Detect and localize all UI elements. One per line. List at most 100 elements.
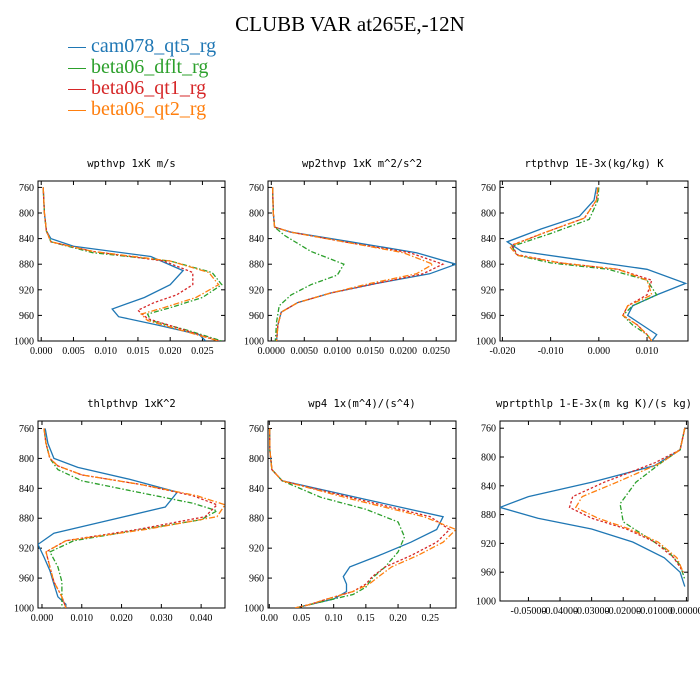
series-line: [43, 428, 219, 608]
x-tick-label: 0.0100: [324, 346, 352, 357]
legend-label: beta06_dflt_rg: [91, 56, 209, 78]
y-tick-label: 920: [249, 285, 264, 296]
x-tick-label: -0.04000: [542, 606, 578, 617]
y-tick-label: 840: [249, 234, 264, 245]
series-line: [271, 187, 445, 341]
x-tick-label: 0.0250: [422, 346, 450, 357]
x-tick-label: 0.25: [421, 613, 439, 624]
y-tick-label: 760: [249, 183, 264, 194]
x-tick-label: 0.020: [159, 346, 182, 357]
legend-item: beta06_dflt_rg: [68, 57, 216, 78]
y-tick-label: 800: [249, 454, 264, 465]
y-tick-label: 840: [481, 234, 496, 245]
x-tick-label: -0.05000: [511, 606, 547, 617]
series-line: [43, 428, 219, 608]
x-tick-label: 0.05: [293, 613, 311, 624]
panel-title: wprtpthlp 1-E-3x(m kg K)/(s kg): [496, 398, 692, 410]
x-tick-label: 0.10: [325, 613, 343, 624]
y-tick-label: 760: [481, 424, 496, 435]
series-line: [568, 428, 686, 573]
x-tick-label: 0.0150: [356, 346, 384, 357]
chart-panel: rtpthvp 1E-3x(kg/kg) K 760 800 840 880 920 960…: [476, 158, 689, 357]
x-tick-label: 0.00: [261, 613, 279, 624]
y-tick-label: 1000: [244, 604, 264, 615]
y-tick-label: 760: [249, 424, 264, 435]
plot-frame: [267, 180, 457, 342]
series-line: [619, 428, 686, 580]
legend-line-icon: [68, 67, 86, 69]
panel-title: rtpthvp 1E-3x(kg/kg) K: [524, 158, 664, 170]
legend-line-icon: [68, 88, 86, 90]
chart-panel: wprtpthlp 1-E-3x(m kg K)/(s kg) 760 800 840…: [476, 398, 700, 617]
x-tick-label: 0.025: [191, 346, 214, 357]
x-tick-label: 0.040: [190, 613, 213, 624]
series-line: [42, 187, 219, 341]
x-tick-label: -0.01000: [637, 606, 673, 617]
y-tick-label: 960: [481, 568, 496, 579]
y-tick-label: 880: [19, 514, 34, 525]
legend-line-icon: [68, 109, 86, 111]
y-tick-label: 960: [249, 311, 264, 322]
y-tick-label: 920: [249, 544, 264, 555]
y-tick-label: 760: [19, 183, 34, 194]
y-tick-label: 1000: [14, 337, 34, 348]
y-tick-label: 880: [481, 260, 496, 271]
legend-label: beta06_qt2_rg: [91, 98, 207, 120]
legend-label: beta06_qt1_rg: [91, 77, 207, 99]
x-tick-label: 0.005: [62, 346, 85, 357]
series-line: [268, 428, 456, 608]
y-tick-label: 880: [249, 514, 264, 525]
y-tick-label: 960: [249, 574, 264, 585]
x-tick-label: 0.015: [127, 346, 150, 357]
y-tick-label: 800: [481, 209, 496, 220]
plot-frame: [37, 180, 226, 342]
y-tick-label: 960: [19, 311, 34, 322]
x-tick-label: 0.20: [389, 613, 407, 624]
figure-title: CLUBB VAR at265E,-12N: [235, 12, 465, 36]
x-tick-label: 0.030: [150, 613, 173, 624]
y-tick-label: 840: [19, 234, 34, 245]
plot-frame: [499, 180, 689, 342]
x-tick-label: 0.15: [357, 613, 375, 624]
legend-item: beta06_qt1_rg: [68, 78, 216, 99]
plot-frame: [37, 420, 226, 609]
y-tick-label: 960: [481, 311, 496, 322]
y-tick-label: 840: [481, 481, 496, 492]
chart-panel: wp4 1x(m^4)/(s^4)76080084088092096010000…: [244, 398, 457, 624]
plot-frame: [267, 420, 457, 609]
chart-panel: wp2thvp 1xK m^2/s^2 760 800 840 880 920 960 100…: [244, 158, 457, 357]
y-tick-label: 920: [481, 285, 496, 296]
y-tick-label: 880: [249, 260, 264, 271]
series-line: [43, 428, 225, 608]
legend-label: cam078_qt5_rg: [91, 35, 217, 57]
x-tick-label: 0.010: [94, 346, 117, 357]
series-line: [38, 428, 179, 608]
y-tick-label: 920: [19, 285, 34, 296]
x-tick-label: -0.03000: [574, 606, 610, 617]
y-tick-label: 760: [481, 183, 496, 194]
series-line: [42, 187, 223, 341]
panel-title: wp2thvp 1xK m^2/s^2: [302, 158, 422, 170]
x-tick-label: 0.010: [636, 346, 659, 357]
y-tick-label: 920: [19, 544, 34, 555]
y-tick-label: 760: [19, 424, 34, 435]
x-tick-label: 0.0200: [389, 346, 417, 357]
y-tick-label: 880: [481, 510, 496, 521]
y-tick-label: 800: [249, 209, 264, 220]
series-line: [271, 187, 345, 341]
y-tick-label: 800: [19, 209, 34, 220]
series-line: [271, 187, 456, 341]
legend: cam078_qt5_rg beta06_dflt_rg beta06_qt1_…: [68, 36, 216, 120]
panel-title: wp4 1x(m^4)/(s^4): [308, 398, 415, 410]
series-line: [508, 187, 653, 341]
y-tick-label: 960: [19, 574, 34, 585]
x-tick-label: 0.00000: [670, 606, 700, 617]
x-tick-label: 0.000: [31, 613, 54, 624]
x-tick-label: 0.000: [30, 346, 53, 357]
y-tick-label: 1000: [244, 337, 264, 348]
legend-line-icon: [68, 46, 86, 48]
y-tick-label: 840: [249, 484, 264, 495]
chart-panel: wpthvp 1xK m/s76080084088092096010000.00…: [14, 158, 226, 357]
y-tick-label: 840: [19, 484, 34, 495]
